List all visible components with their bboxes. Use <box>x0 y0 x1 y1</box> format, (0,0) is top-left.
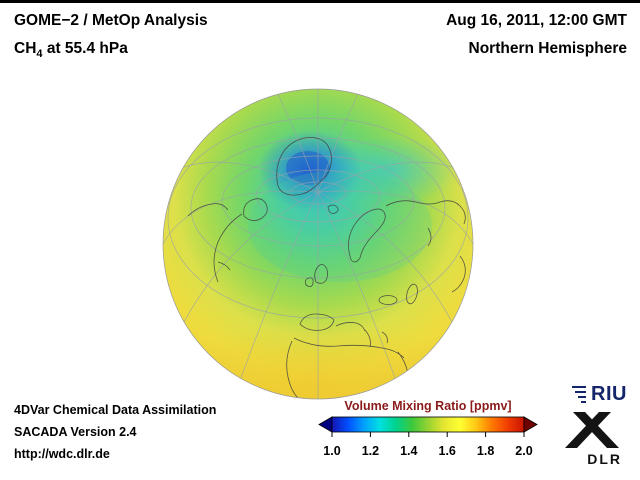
assimilation-label: 4DVar Chemical Data Assimilation <box>14 403 217 417</box>
colorbar-underflow-arrow <box>318 416 333 433</box>
colorbar-tick-label: 2.0 <box>515 444 533 458</box>
hemisphere-label: Northern Hemisphere <box>468 40 627 57</box>
riu-logo-text: RIU <box>591 382 627 405</box>
header-right: Aug 16, 2011, 12:00 GMT Northern Hemisph… <box>446 12 627 58</box>
pressure-level: at 55.4 hPa <box>42 40 128 57</box>
graticule <box>163 89 473 399</box>
riu-logo: RIU <box>570 382 627 406</box>
species-level-label: CH4 at 55.4 hPa <box>14 40 208 60</box>
colorbar-tick-label: 1.2 <box>361 444 380 458</box>
colorbar-ticks: 1.0 1.2 1.4 1.6 1.8 2.0 <box>318 444 538 459</box>
riu-emblem-icon <box>572 386 587 403</box>
analysis-title: GOME−2 / MetOp Analysis <box>14 12 208 29</box>
colorbar-tick-label: 1.4 <box>400 444 418 458</box>
colorbar-gradient <box>331 416 525 433</box>
species-symbol: CH <box>14 40 37 57</box>
top-border <box>0 0 640 3</box>
species-subscript: 4 <box>36 48 43 61</box>
version-label: SACADA Version 2.4 <box>14 425 137 439</box>
globe-map <box>162 88 474 400</box>
wdc-url: http://wdc.dlr.de <box>14 447 110 461</box>
header-left: GOME−2 / MetOp Analysis CH4 at 55.4 hPa <box>14 12 208 60</box>
globe-limb <box>162 88 474 400</box>
colorbar-tickmarks <box>331 432 525 437</box>
colorbar-overflow-arrow <box>523 416 538 433</box>
colorbar-tick-label: 1.8 <box>476 444 495 458</box>
dlr-logo-text: DLR <box>587 451 622 467</box>
dlr-logo: DLR <box>554 410 630 467</box>
colorbar-tick-label: 1.0 <box>323 444 341 458</box>
footer-credits: 4DVar Chemical Data Assimilation SACADA … <box>14 399 216 465</box>
coastlines <box>187 137 466 399</box>
datetime-label: Aug 16, 2011, 12:00 GMT <box>446 12 627 29</box>
colorbar-tick-label: 1.6 <box>438 444 456 458</box>
colorbar-title: Volume Mixing Ratio [ppmv] <box>344 399 512 413</box>
dlr-swoosh-icon <box>565 412 619 448</box>
colorbar: Volume Mixing Ratio [ppmv] 1.0 1.2 1.4 1.6 1… <box>318 399 538 459</box>
colorbar-scale <box>318 416 538 437</box>
